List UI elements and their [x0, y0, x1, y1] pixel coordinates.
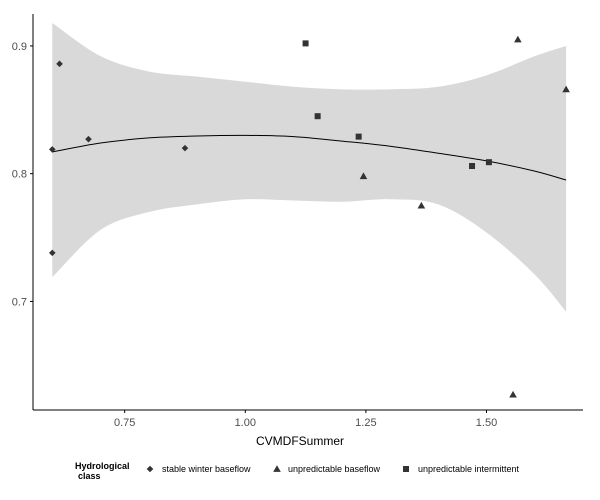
- x-axis-title: CVMDFSummer: [256, 434, 344, 448]
- confidence-band: [52, 22, 567, 312]
- legend: Hydrological class stable winter baseflo…: [75, 461, 520, 481]
- point-diamond-1: [48, 146, 56, 153]
- point-triangle-1: [514, 35, 522, 43]
- x-tick-label: 0.75: [114, 417, 135, 429]
- point-diamond-2: [56, 60, 63, 68]
- point-triangle-5: [509, 390, 517, 398]
- legend-label-3: unpredictable intermittent: [418, 464, 520, 474]
- points-layer: [48, 35, 570, 398]
- point-square-1: [302, 40, 309, 47]
- point-triangle-4: [417, 201, 426, 209]
- confidence-band-layer: [52, 22, 567, 312]
- point-square-4: [469, 163, 476, 170]
- x-tick-label: 1.50: [476, 417, 497, 429]
- legend-title-line1: Hydrological: [75, 461, 130, 471]
- point-square-2: [314, 113, 321, 120]
- y-tick-label: 0.9: [12, 41, 27, 53]
- x-tick-label: 1.25: [355, 417, 376, 429]
- legend-label-2: unpredictable baseflow: [288, 464, 381, 474]
- point-triangle-2: [562, 85, 570, 93]
- point-diamond-3: [85, 135, 92, 143]
- axes-layer: 0.7 0.8 0.9 0.75 1.00 1.25 1.50: [12, 14, 583, 429]
- point-square-5: [485, 159, 492, 166]
- legend-triangle-key: [273, 465, 281, 472]
- y-tick-label: 0.8: [12, 169, 27, 181]
- legend-title-line2: class: [78, 471, 101, 481]
- point-diamond-5: [48, 249, 56, 257]
- point-diamond-4: [181, 144, 189, 152]
- x-tick-label: 1.00: [235, 417, 256, 429]
- legend-diamond-key: [146, 465, 154, 473]
- point-square-3: [355, 133, 362, 140]
- legend-label-1: stable winter baseflow: [162, 464, 251, 474]
- y-tick-label: 0.7: [12, 296, 27, 308]
- legend-square-key: [403, 466, 409, 472]
- point-triangle-3: [359, 172, 368, 180]
